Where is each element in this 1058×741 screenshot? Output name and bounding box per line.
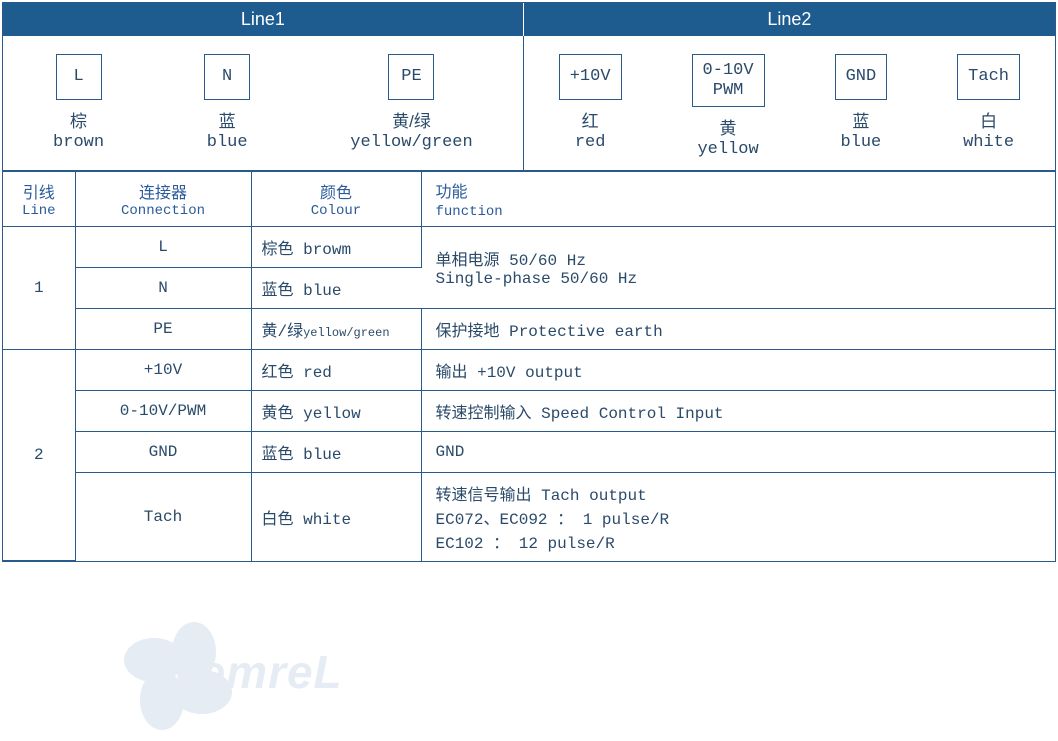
th-cn: 颜色 [256,179,417,203]
colour-en: yellow/green [303,326,389,340]
pins-row: L 棕 brown N 蓝 blue PE 黄/绿 yellow/green +… [3,36,1055,171]
watermark-text: vemreL [173,645,343,699]
table-row: Tach 白色 white 转速信号输出 Tach output EC072、E… [3,472,1055,561]
col-header-colour: 颜色 Colour [251,171,421,226]
pin-box: 0-10V PWM [692,54,765,107]
pin-N: N 蓝 blue [204,54,250,154]
pin-tach: Tach 白 white [957,54,1020,154]
pin-label-cn: 棕 [70,112,87,132]
header-row: Line1 Line2 [3,3,1055,36]
cell-colour: 黄色 yellow [251,390,421,431]
th-cn: 功能 [436,184,468,201]
pin-label-en: red [575,132,606,154]
pins-line1: L 棕 brown N 蓝 blue PE 黄/绿 yellow/green [3,36,524,170]
cell-conn: +10V [75,349,251,390]
table-row: 1 L 棕色 browm 单相电源 50/60 Hz Single-phase … [3,226,1055,267]
cell-conn: N [75,267,251,308]
cell-func: 转速信号输出 Tach output EC072、EC092 ： 1 pulse… [421,472,1055,561]
wiring-table: 引线 Line 连接器 Connection 颜色 Colour 功能 func… [3,171,1055,562]
cell-line-2: 2 [3,349,75,561]
cell-func: GND [421,431,1055,472]
pin-label-cn: 蓝 [852,112,869,132]
pin-label-cn: 黄/绿 [392,112,431,132]
cell-colour: 蓝色 blue [251,431,421,472]
pin-label-cn: 红 [582,112,599,132]
table-row: GND 蓝色 blue GND [3,431,1055,472]
cell-colour: 黄/绿yellow/green [251,308,421,349]
th-en: Line [7,203,71,219]
cell-conn: GND [75,431,251,472]
pin-box: L [56,54,102,100]
wiring-diagram-table: Line1 Line2 L 棕 brown N 蓝 blue PE 黄/绿 ye… [2,2,1056,562]
pin-label-en: yellow/green [350,132,472,154]
table-row: PE 黄/绿yellow/green 保护接地 Protective earth [3,308,1055,349]
pin-label-cn: 黄 [720,119,737,139]
cell-func: 转速控制输入 Speed Control Input [421,390,1055,431]
table-row: 2 +10V 红色 red 输出 +10V output [3,349,1055,390]
pin-box: +10V [559,54,622,100]
th-en: Colour [256,203,417,219]
cell-conn: Tach [75,472,251,561]
watermark: vemreL [123,601,383,741]
pin-0-10v-pwm: 0-10V PWM 黄 yellow [692,54,765,162]
col-header-function: 功能 function [421,171,1055,226]
cell-conn: PE [75,308,251,349]
cell-func: 输出 +10V output [421,349,1055,390]
table-header-row: 引线 Line 连接器 Connection 颜色 Colour 功能 func… [3,171,1055,226]
cell-func: 保护接地 Protective earth [421,308,1055,349]
cell-line-1: 1 [3,226,75,349]
pin-label-en: yellow [697,139,758,161]
cell-func-singlephase: 单相电源 50/60 Hz Single-phase 50/60 Hz [421,226,1055,308]
pins-line2: +10V 红 red 0-10V PWM 黄 yellow GND 蓝 blue… [524,36,1055,170]
colour-cn: 黄/绿 [262,323,304,341]
cell-colour: 红色 red [251,349,421,390]
pin-plus10v: +10V 红 red [559,54,622,154]
th-en: Connection [80,203,247,219]
pin-label-cn: 白 [980,112,997,132]
pin-label-en: blue [840,132,881,154]
cell-colour: 白色 white [251,472,421,561]
th-en: function [436,204,503,220]
pin-box: PE [388,54,434,100]
col-header-connection: 连接器 Connection [75,171,251,226]
pin-box: GND [835,54,888,100]
cell-conn: L [75,226,251,267]
cell-colour: 蓝色 blue [251,267,421,308]
pin-label-cn: 蓝 [219,112,236,132]
pin-gnd: GND 蓝 blue [835,54,888,154]
col-header-line: 引线 Line [3,171,75,226]
pin-label-en: brown [53,132,104,154]
pin-box: Tach [957,54,1020,100]
pin-box: N [204,54,250,100]
cell-conn: 0-10V/PWM [75,390,251,431]
table-row: 0-10V/PWM 黄色 yellow 转速控制输入 Speed Control… [3,390,1055,431]
header-line1: Line1 [3,3,524,36]
pin-label-en: white [963,132,1014,154]
cell-colour: 棕色 browm [251,226,421,267]
header-line2: Line2 [524,3,1055,36]
pin-L: L 棕 brown [53,54,104,154]
pin-PE: PE 黄/绿 yellow/green [350,54,472,154]
pin-label-en: blue [207,132,248,154]
th-cn: 引线 [7,179,71,203]
th-cn: 连接器 [80,179,247,203]
